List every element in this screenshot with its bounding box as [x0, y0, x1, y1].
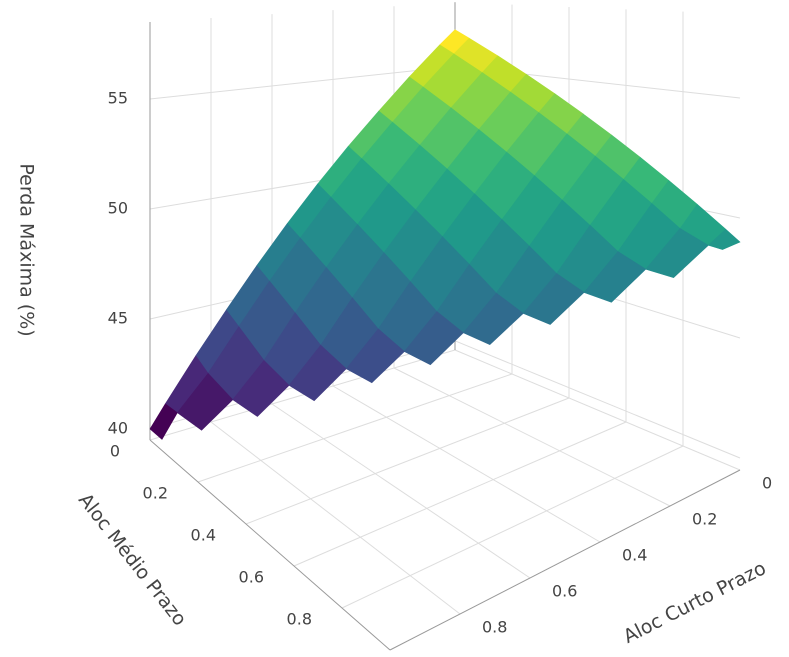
- x-grid-line: [454, 349, 741, 471]
- surface-tile: [403, 311, 464, 366]
- surface-tile: [176, 372, 234, 431]
- z-tick-label: 50: [108, 199, 128, 218]
- z-axis-title: Perda Máxima (%): [16, 163, 38, 336]
- z-grid-line: [149, 65, 456, 100]
- surface-tile: [462, 292, 524, 346]
- surface-tile: [522, 273, 585, 325]
- z-tick-label: 45: [108, 309, 128, 328]
- x-tick-label: 0.8: [482, 618, 507, 637]
- y-tick-label: 0: [110, 442, 120, 461]
- y-grid-line: [341, 445, 684, 609]
- x-tick-label: 0.4: [622, 546, 647, 565]
- surface-tile: [345, 328, 405, 384]
- x-grid-line: [332, 385, 601, 543]
- x-grid-line: [393, 367, 671, 507]
- surface-tile: [645, 228, 709, 278]
- axis-line: [149, 439, 391, 651]
- surface-tile: [149, 403, 178, 440]
- surface-tile: [583, 251, 647, 303]
- surface: [149, 29, 741, 440]
- x-tick-label: 0.6: [552, 582, 577, 601]
- y-tick-label: 0.6: [239, 568, 264, 587]
- surface-tile: [288, 344, 347, 402]
- y-grid-line: [197, 373, 513, 483]
- axis-line: [389, 469, 741, 651]
- x-grid-line: [210, 421, 461, 615]
- y-tick-label: 0.8: [287, 610, 312, 629]
- y-grid-line: [245, 397, 570, 525]
- y-tick-label: 0.4: [191, 526, 216, 545]
- z-tick-label: 40: [108, 419, 128, 438]
- x-tick-label: 0.2: [692, 510, 717, 529]
- y-grid-line: [293, 421, 627, 567]
- x-axis-title: Aloc Curto Prazo: [620, 557, 770, 648]
- surface-tile: [707, 228, 741, 250]
- z-tick-label: 55: [108, 89, 128, 108]
- labels: 40 45 50 55 0 0.2 0.4 0.6 0.8 0 0.2 0.4 0.6 0.8: [108, 89, 773, 637]
- y-axis-title: Aloc Médio Prazo: [74, 489, 191, 630]
- y-tick-label: 0.2: [143, 484, 168, 503]
- surface-tile: [232, 359, 290, 417]
- x-grid-line: [271, 403, 531, 579]
- z-grid-line: [454, 340, 741, 459]
- x-tick-label: 0: [762, 474, 772, 493]
